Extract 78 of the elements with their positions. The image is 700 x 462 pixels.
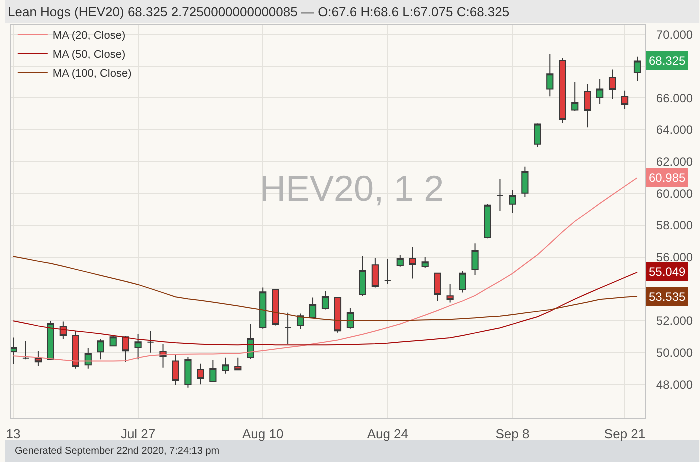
annotation: HEV20, 1 2	[260, 168, 444, 209]
candlestick	[309, 297, 317, 320]
candlestick	[522, 166, 529, 198]
data-label: 55.049	[649, 265, 686, 279]
candlestick	[11, 337, 18, 366]
candlestick	[322, 290, 330, 310]
y-tick-label: 50.000	[656, 346, 694, 360]
text: 68.325	[649, 54, 686, 68]
candlestick	[546, 54, 554, 98]
candlestick	[296, 313, 304, 330]
candlestick	[334, 296, 342, 334]
y-tick-label: 66.000	[656, 91, 694, 106]
candlestick	[122, 336, 130, 363]
candlestick	[359, 256, 366, 297]
candlestick	[22, 340, 30, 360]
line-series	[13, 177, 638, 362]
candlestick	[134, 334, 142, 360]
y-tick-label: 56.000	[656, 250, 694, 264]
candlestick	[184, 356, 192, 388]
y-tick-label: 58.000	[656, 218, 694, 233]
y-tick-label: 70.000	[656, 28, 694, 42]
candlestick	[621, 90, 629, 110]
candlestick	[484, 204, 492, 240]
x-tick-label: 13	[6, 426, 21, 442]
candlestick	[110, 334, 117, 347]
candlestick	[272, 288, 280, 326]
candlestick	[559, 58, 566, 124]
text: Generated September 22nd 2020, 7:24:13 pm	[15, 446, 220, 457]
candlestick	[147, 330, 154, 354]
x-tick-label: Sep 21	[604, 426, 646, 442]
candlestick	[346, 308, 354, 330]
candlestick	[284, 312, 292, 345]
data-label: 60.985	[649, 171, 686, 185]
y-tick-label: 48.000	[656, 378, 694, 392]
y-tick-label: 60.000	[656, 186, 694, 201]
chart-title: Lean Hogs (HEV20) 68.325 2.7250000000000085 — O:67.6 H:68.6 L:67.075 C:68.325	[8, 4, 510, 20]
legend-label: MA (20, Close)	[52, 30, 126, 42]
candlestick	[47, 320, 54, 360]
candlestick	[222, 357, 230, 374]
candlestick	[210, 360, 217, 383]
x-tick-label: Sep 8	[496, 426, 530, 442]
candlestick	[608, 69, 616, 100]
candlestick	[459, 270, 466, 294]
candlestick	[34, 350, 42, 367]
candlestick	[234, 357, 242, 371]
candlestick	[509, 190, 516, 214]
x-tick-label: Jul 27	[120, 426, 156, 442]
candlestick	[72, 330, 80, 370]
candlestick	[572, 82, 579, 112]
candlestick	[396, 254, 404, 268]
candlestick	[372, 258, 379, 288]
y-tick-label: 64.000	[656, 123, 694, 138]
candlestick	[446, 284, 454, 304]
candlestick	[409, 246, 416, 280]
candlestick	[384, 258, 392, 286]
data-label: 53.535	[649, 290, 686, 304]
candlestick	[634, 56, 642, 82]
line-series	[13, 256, 638, 322]
x-tick-label: Aug 10	[242, 426, 284, 442]
candlestick	[197, 363, 204, 386]
candlestick	[584, 84, 592, 128]
legend-label: MA (100, Close)	[52, 68, 132, 80]
candlestick	[260, 287, 267, 330]
candlestick	[84, 348, 92, 370]
x-tick-label: Aug 24	[367, 426, 409, 442]
candlestick	[97, 339, 104, 360]
line-series	[13, 272, 638, 346]
candlestick	[434, 272, 442, 302]
y-tick-label: 52.000	[656, 314, 694, 328]
candlestick	[472, 243, 479, 276]
candlestick	[247, 324, 254, 360]
y-tick-label: 62.000	[656, 155, 694, 170]
candlestick	[496, 178, 504, 212]
candlestick	[172, 354, 180, 386]
candlestick	[534, 123, 542, 148]
candlestick	[422, 256, 429, 269]
candlestick	[596, 78, 604, 105]
legend-label: MA (50, Close)	[52, 49, 126, 62]
